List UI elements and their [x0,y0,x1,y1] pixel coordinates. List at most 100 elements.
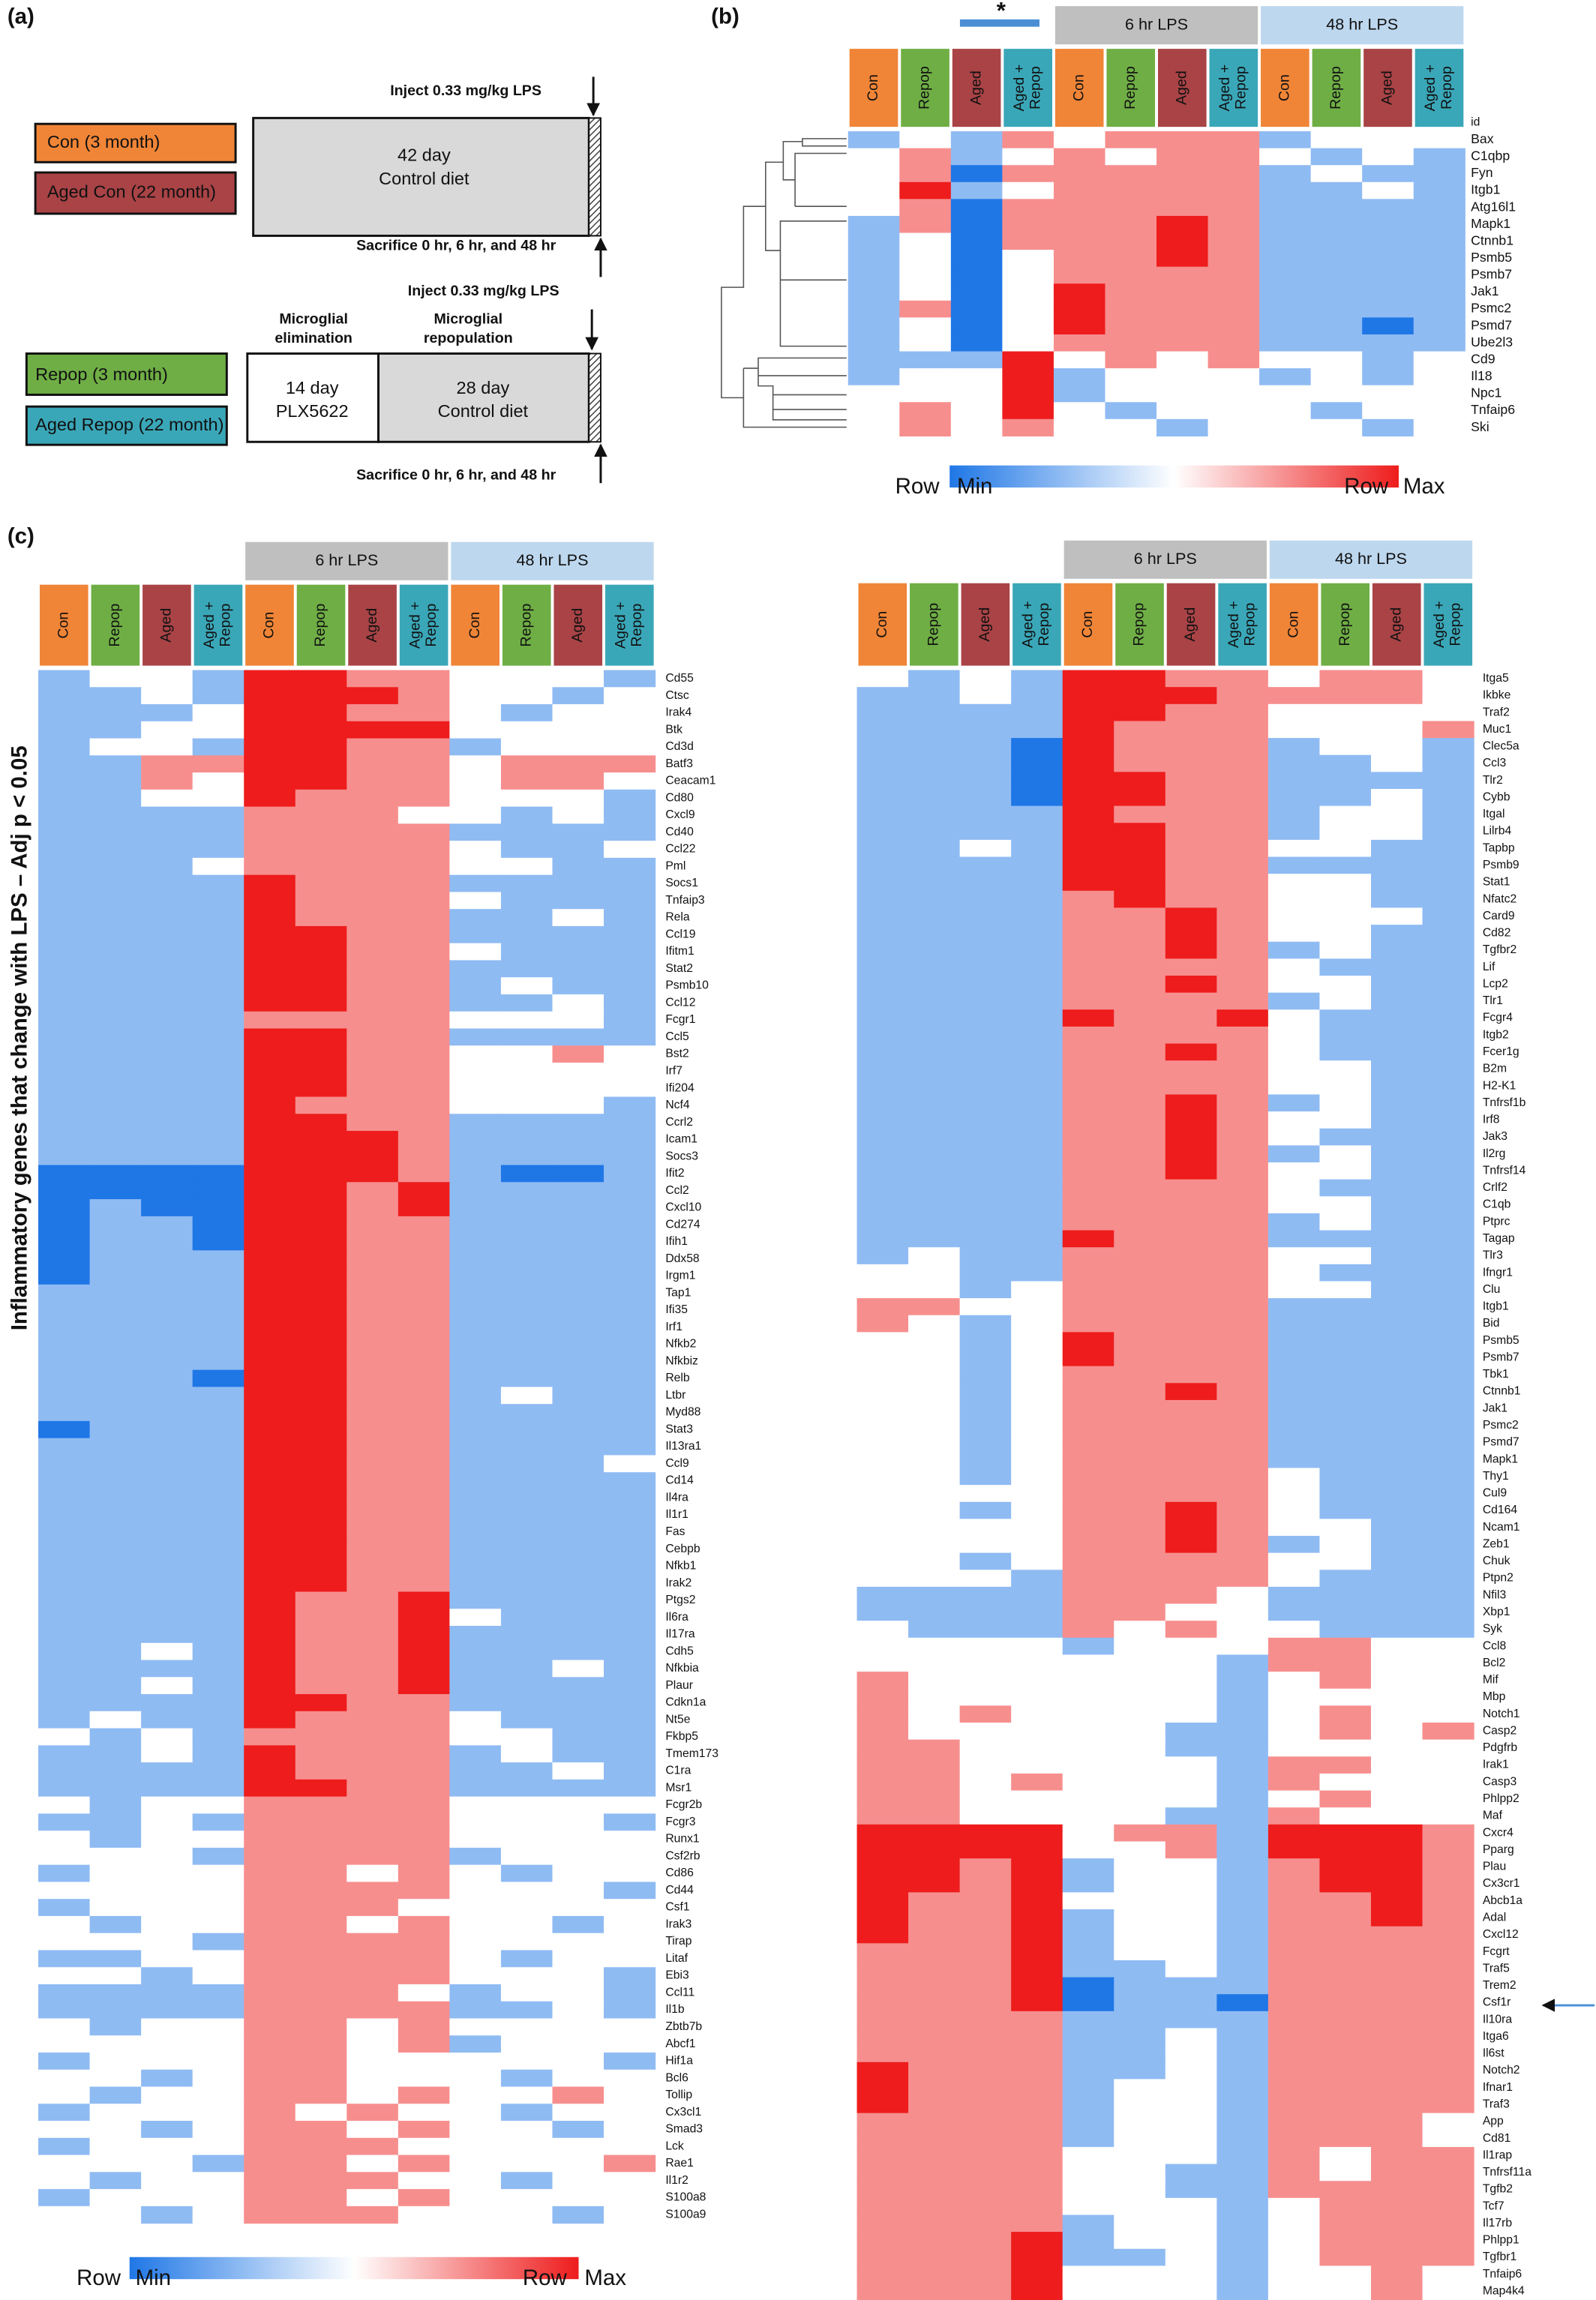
heatmap-cell [1062,1247,1114,1265]
heatmap-cell [959,1977,1012,1995]
heatmap-cell [856,2146,909,2165]
heatmap-cell [295,1899,347,1917]
gene-label: Cd14 [665,1474,694,1487]
heatmap-cell [1011,738,1064,756]
heatmap-cell [908,1111,961,1129]
heatmap-cell [1216,1264,1269,1282]
heatmap-cell [1156,351,1209,369]
heatmap-cell [38,1864,91,1883]
gene-label: Fcgr3 [665,1816,695,1828]
gene-label: Ebi3 [665,1969,689,1982]
heatmap-cell [295,2001,347,2020]
heatmap-cell [1268,1366,1321,1384]
group-label: Repop [518,604,534,647]
heatmap-cell [38,2104,91,2122]
heatmap-cell [848,199,900,217]
heatmap-cell [398,892,450,910]
gene-label: Csf2rb [665,1849,700,1862]
heatmap-cell [1062,1926,1114,1944]
heatmap-cell [604,789,656,808]
heatmap-cell [1165,1332,1217,1350]
heatmap-cell [1370,1213,1424,1231]
heatmap-cell [1011,1672,1064,1690]
heatmap-cell [1011,1756,1064,1774]
heatmap-cell [141,1028,194,1046]
heatmap-cell [552,1660,604,1678]
heatmap-cell [959,856,1012,874]
timepoint-label: 6 hr LPS [1125,14,1188,33]
heatmap-cell [1216,1162,1269,1180]
group-box [34,171,237,215]
heatmap-cell [346,925,399,944]
heatmap-cell [89,1079,142,1098]
heatmap-cell [89,1114,142,1132]
heatmap-cell [856,1824,909,1843]
heatmap-cell [38,994,91,1012]
heatmap-cell [1370,1841,1424,1859]
heatmap-cell [141,2053,194,2071]
heatmap-cell [1165,1603,1217,1621]
heatmap-cell [908,754,961,772]
heatmap-cell [1259,131,1312,149]
heatmap-cell [856,2096,909,2114]
heatmap-cell [1062,1468,1114,1486]
heatmap-cell [295,1915,347,1934]
heatmap-cell [1422,1094,1474,1112]
heatmap-cell [552,2053,604,2071]
heatmap-cell [449,2104,502,2122]
group-label: Repop [1328,66,1344,109]
heatmap-cell [1268,1723,1321,1741]
heatmap-cell [244,943,296,961]
heatmap-cell [908,1162,961,1180]
heatmap-cell [449,1301,502,1319]
timepoint-header [1269,540,1473,579]
heatmap-cell [141,1489,194,1507]
heatmap-cell [1362,232,1414,250]
heatmap-cell [398,1762,450,1780]
heatmap-cell [1114,772,1166,790]
heatmap-cell [192,1796,244,1814]
heatmap-cell [908,2028,961,2046]
heatmap-cell [295,1967,347,1985]
heatmap-cell [1268,1858,1321,1876]
heatmap-cell [89,738,142,756]
heatmap-cell [1062,2164,1114,2182]
heatmap-cell [908,1315,961,1333]
heatmap-cell [908,823,961,841]
axis-title: Inflammatory genes that change with LPS … [7,745,32,1330]
color-bar-label: Row [896,474,940,499]
heatmap-cell [908,1994,961,2012]
heatmap-cell [398,2121,450,2139]
gene-label: Xbp1 [1483,1606,1510,1618]
heatmap-cell [1216,1807,1269,1825]
heatmap-cell [500,2137,554,2156]
heatmap-cell [244,1626,296,1644]
heatmap-cell [500,1882,554,1900]
heatmap-cell [449,1233,502,1251]
heatmap-cell [500,1438,554,1456]
heatmap-cell [959,823,1012,841]
box-text: 28 day [457,378,510,397]
heatmap-cell [604,772,656,790]
heatmap-cell [500,1045,554,1063]
heatmap-cell [1422,1043,1474,1061]
heatmap-cell [1422,1790,1474,1808]
heatmap-cell [295,1079,347,1098]
heatmap-cell [244,1557,296,1576]
heatmap-cell [1216,1315,1269,1333]
heatmap-cell [1114,738,1166,756]
gene-label: Cd44 [665,1884,694,1897]
heatmap-cell [38,1591,91,1609]
heatmap-cell [604,823,656,841]
group-header [901,49,950,127]
heatmap-cell [1422,1399,1474,1418]
heatmap-cell [1216,1450,1269,1469]
heatmap-cell [1310,181,1363,199]
heatmap-cell [1216,772,1269,790]
heatmap-cell [959,1264,1012,1282]
heatmap-cell [1156,250,1209,268]
heatmap-cell [604,1745,656,1763]
heatmap-cell [908,2113,961,2131]
heatmap-cell [295,1284,347,1303]
heatmap-cell [908,1213,961,1231]
